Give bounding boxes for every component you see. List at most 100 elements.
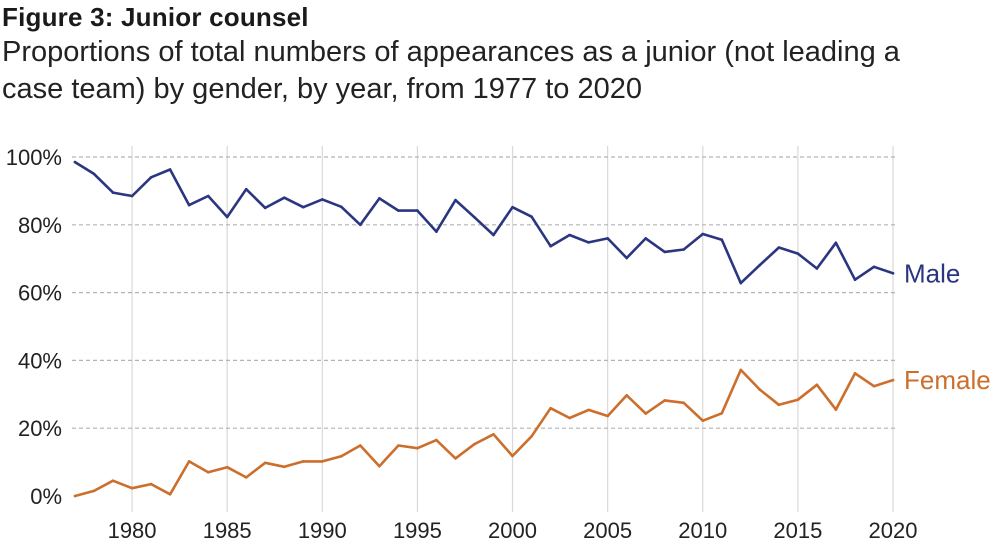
data-point-male: [416, 209, 419, 212]
data-point-female: [739, 368, 743, 372]
data-point-female: [549, 406, 552, 410]
data-point-female: [777, 403, 781, 407]
series-lines: [73, 160, 895, 498]
data-point-male: [587, 241, 590, 244]
data-point-female: [454, 457, 457, 460]
data-point-male: [530, 215, 533, 218]
x-tick-label: 2020: [869, 518, 918, 543]
data-point-female: [92, 489, 96, 493]
data-point-male: [187, 203, 191, 207]
data-point-male: [606, 237, 609, 240]
data-point-male: [263, 206, 267, 210]
x-tick-label: 1995: [393, 518, 442, 543]
data-point-male: [225, 215, 229, 219]
data-point-male: [111, 191, 115, 194]
data-point-female: [168, 493, 172, 496]
data-point-male: [739, 281, 743, 285]
data-point-female: [758, 388, 762, 391]
data-point-female: [682, 401, 685, 405]
y-tick-label: 80%: [18, 213, 62, 238]
data-point-female: [302, 460, 305, 463]
series-line-female: [73, 368, 895, 498]
series-labels: Male Female: [904, 258, 991, 395]
data-point-male: [492, 233, 495, 237]
data-point-female: [378, 464, 381, 468]
data-point-female: [720, 412, 724, 415]
data-point-male: [473, 216, 476, 219]
data-point-female: [359, 444, 362, 447]
data-point-male: [340, 205, 343, 209]
data-point-female: [473, 442, 476, 446]
data-point-male: [758, 263, 762, 267]
data-point-male: [568, 233, 571, 237]
data-point-female: [511, 454, 514, 458]
data-point-female: [492, 433, 495, 436]
data-point-male: [625, 256, 628, 260]
vertical-gridlines: [131, 146, 894, 512]
data-point-female: [853, 372, 857, 375]
series-label-male: Male: [904, 258, 960, 288]
data-point-female: [149, 482, 153, 486]
data-point-male: [720, 238, 724, 241]
data-point-male: [891, 272, 895, 275]
data-point-female: [606, 414, 609, 418]
data-point-female: [625, 394, 628, 397]
y-tick-label: 60%: [18, 281, 62, 306]
data-point-female: [644, 412, 647, 415]
data-point-female: [263, 461, 267, 465]
data-point-male: [149, 176, 153, 179]
data-point-female: [244, 476, 248, 479]
data-point-male: [682, 248, 685, 251]
data-point-female: [416, 446, 419, 450]
data-point-female: [568, 416, 571, 420]
x-tick-label: 1980: [108, 518, 157, 543]
chart-subtitle: Proportions of total numbers of appearan…: [2, 36, 900, 105]
data-point-male: [378, 197, 381, 200]
x-tick-label: 2005: [583, 518, 632, 543]
data-point-female: [283, 465, 286, 469]
data-point-female: [225, 465, 229, 469]
data-point-female: [206, 471, 210, 474]
data-point-male: [815, 267, 819, 270]
data-point-male: [872, 265, 876, 269]
data-point-male: [777, 246, 781, 249]
data-point-male: [321, 198, 324, 201]
data-point-male: [168, 168, 172, 171]
data-point-female: [663, 399, 666, 402]
data-point-male: [73, 160, 77, 164]
data-point-male: [92, 172, 96, 176]
x-tick-label: 1990: [298, 518, 347, 543]
data-point-male: [283, 196, 286, 199]
series-line-male: [73, 160, 895, 285]
data-point-male: [644, 237, 647, 240]
data-point-female: [701, 419, 705, 423]
data-point-male: [454, 198, 457, 202]
y-tick-label: 40%: [18, 348, 62, 373]
data-point-female: [340, 455, 343, 458]
data-point-male: [435, 230, 438, 233]
data-point-male: [796, 252, 800, 255]
data-point-male: [701, 232, 705, 236]
y-tick-label: 20%: [18, 416, 62, 441]
x-axis-tick-labels: 1980 1985 1990 1995 2000 2005 2010 2015 2020: [108, 518, 918, 543]
data-point-male: [663, 250, 666, 254]
data-point-male: [397, 209, 400, 212]
data-point-female: [872, 384, 876, 388]
data-point-female: [111, 479, 115, 483]
data-point-male: [853, 278, 857, 282]
data-point-male: [206, 194, 210, 198]
data-point-male: [834, 241, 838, 245]
data-point-female: [796, 398, 800, 402]
data-point-male: [511, 205, 514, 209]
x-tick-label: 2015: [773, 518, 822, 543]
data-point-male: [244, 187, 248, 191]
data-point-female: [834, 408, 838, 411]
series-label-female: Female: [904, 365, 991, 395]
data-point-male: [549, 244, 552, 248]
y-tick-label: 0%: [30, 484, 62, 509]
data-point-female: [73, 494, 77, 498]
x-tick-label: 2010: [678, 518, 727, 543]
data-point-female: [321, 460, 324, 463]
data-point-female: [187, 460, 191, 463]
